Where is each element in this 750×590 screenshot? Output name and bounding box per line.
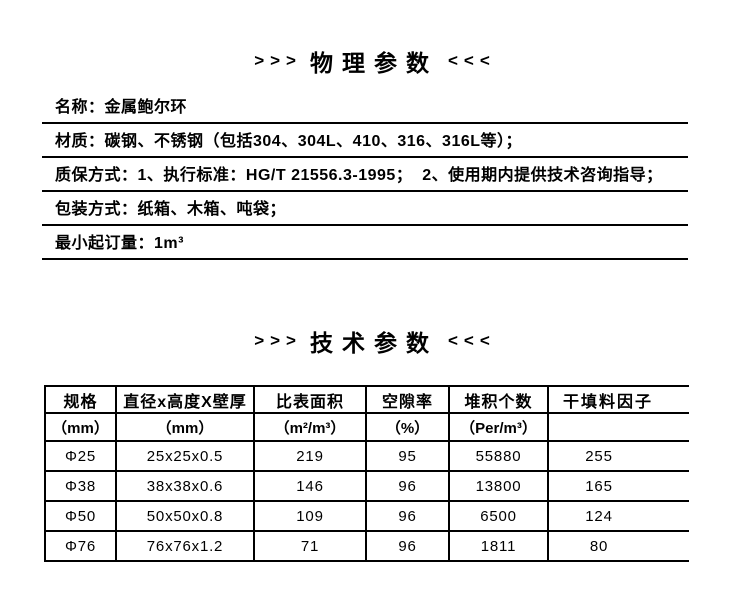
table-cell: 96 [365,470,450,502]
table-cell: Φ50 [44,500,117,532]
technical-params-title: >>> 技术参数 <<< [0,324,750,358]
physical-params-title: >>> 物理参数 <<< [0,44,750,78]
table-cell: 219 [253,440,367,472]
table-cell: 71 [253,530,367,562]
physical-item-packaging-text: 包装方式：纸箱、木箱、吨袋； [55,201,287,218]
table-cell: 25x25x0.5 [115,440,255,472]
physical-item-material: 材质：碳钢、不锈钢（包括304、304L、410、316、316L等）； [42,124,688,158]
right-arrows-decoration: <<< [448,331,496,350]
physical-params-list: 名称：金属鲍尔环 材质：碳钢、不锈钢（包括304、304L、410、316、31… [42,90,688,260]
physical-params-title-text: 物理参数 [310,50,438,76]
column-header-voidage: 空隙率 [365,385,450,414]
table-cell: 165 [547,470,689,502]
column-header-surface-area: 比表面积 [253,385,367,414]
column-header-spec: 规格 [44,385,117,414]
physical-item-packaging: 包装方式：纸箱、木箱、吨袋； [42,192,688,226]
physical-item-moq: 最小起订量：1m³ [42,226,688,260]
table-cell: 55880 [448,440,549,472]
column-header-packing-factor: 干填料因子 [547,385,689,414]
table-units-row: （mm） （mm） （m²/m³） （%） （Per/m³） [44,412,689,442]
table-cell: 6500 [448,500,549,532]
column-header-stack-count: 堆积个数 [448,385,549,414]
table-row: Φ38 38x38x0.6 146 96 13800 165 [44,470,689,502]
column-header-dimensions: 直径x高度X壁厚 [115,385,255,414]
table-cell: 255 [547,440,689,472]
technical-params-table: 规格 直径x高度X壁厚 比表面积 空隙率 堆积个数 干填料因子 （mm） （mm… [44,385,689,562]
table-cell: Φ76 [44,530,117,562]
right-arrows-decoration: <<< [448,51,496,70]
table-cell: 96 [365,500,450,532]
table-cell: Φ38 [44,470,117,502]
physical-item-moq-text: 最小起订量：1m³ [55,235,184,252]
table-cell: Φ25 [44,440,117,472]
physical-item-name-text: 名称：金属鲍尔环 [55,99,188,116]
table-cell: 109 [253,500,367,532]
table-row: Φ50 50x50x0.8 109 96 6500 124 [44,500,689,532]
table-cell: 13800 [448,470,549,502]
physical-item-material-text: 材质：碳钢、不锈钢（包括304、304L、410、316、316L等）； [55,133,523,150]
table-cell: 80 [547,530,689,562]
column-unit-packing-factor [547,412,689,442]
table-row: Φ25 25x25x0.5 219 95 55880 255 [44,440,689,472]
column-unit-dimensions: （mm） [115,412,255,442]
table-row: Φ76 76x76x1.2 71 96 1811 80 [44,530,689,562]
column-unit-surface-area: （m²/m³） [253,412,367,442]
table-cell: 96 [365,530,450,562]
column-unit-voidage: （%） [365,412,450,442]
table-cell: 1811 [448,530,549,562]
table-cell: 124 [547,500,689,532]
left-arrows-decoration: >>> [254,51,302,70]
physical-item-name: 名称：金属鲍尔环 [42,90,688,124]
table-header-row: 规格 直径x高度X壁厚 比表面积 空隙率 堆积个数 干填料因子 [44,385,689,414]
table-cell: 38x38x0.6 [115,470,255,502]
technical-params-title-text: 技术参数 [310,330,438,356]
column-unit-stack-count: （Per/m³） [448,412,549,442]
table-cell: 95 [365,440,450,472]
left-arrows-decoration: >>> [254,331,302,350]
table-cell: 146 [253,470,367,502]
column-unit-spec: （mm） [44,412,117,442]
table-cell: 76x76x1.2 [115,530,255,562]
physical-item-warranty-text: 质保方式：1、执行标准：HG/T 21556.3-1995； 2、使用期内提供技… [55,167,663,184]
physical-item-warranty: 质保方式：1、执行标准：HG/T 21556.3-1995； 2、使用期内提供技… [42,158,688,192]
table-cell: 50x50x0.8 [115,500,255,532]
